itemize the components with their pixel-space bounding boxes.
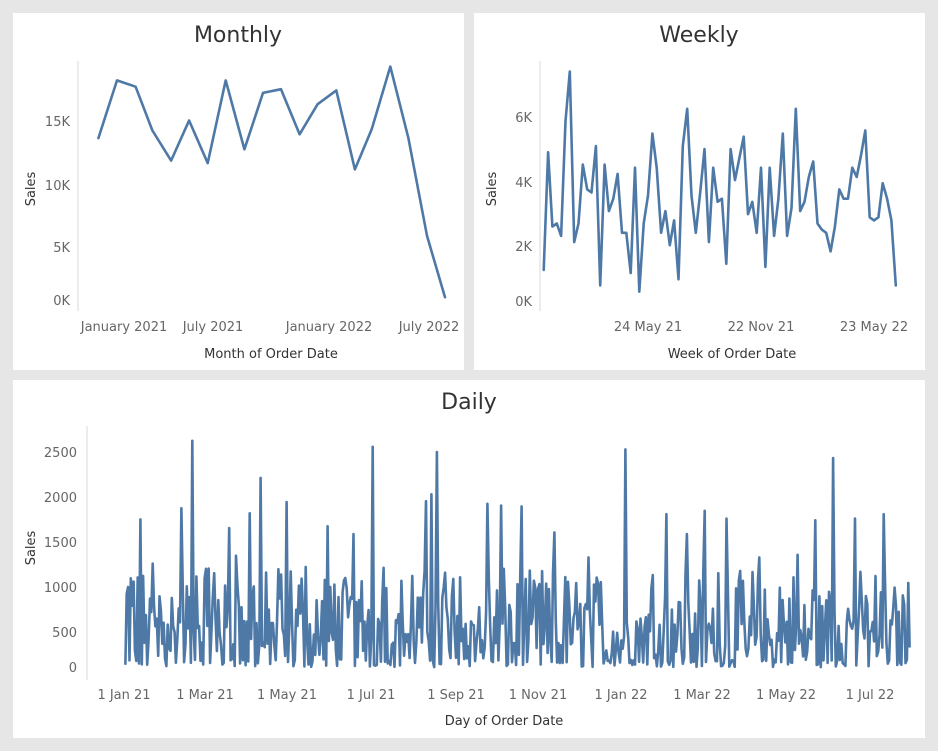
x-tick-label: 1 Nov 21: [509, 688, 567, 703]
y-tick-label: 500: [52, 626, 77, 641]
y-tick-label: 4K: [515, 176, 532, 191]
x-tick-label: 1 Jul 21: [347, 688, 396, 703]
x-tick-label: 22 Nov 21: [728, 320, 795, 335]
x-tick-label: 1 Jan 22: [594, 688, 647, 703]
y-tick-label: 15K: [45, 115, 71, 130]
y-axis-label: Sales: [24, 530, 39, 565]
y-tick-label: 10K: [45, 179, 71, 194]
weekly-sales-line: [542, 70, 898, 294]
x-tick-label: July 2021: [182, 320, 244, 335]
weekly-chart-panel: Weekly Sales Week of Order Date 0K 2K 4K…: [474, 13, 925, 370]
y-tick-label: 2000: [44, 491, 77, 506]
x-tick-label: 1 Sep 21: [427, 688, 485, 703]
x-tick-label: 1 Mar 22: [673, 688, 731, 703]
x-tick-label: 23 May 22: [840, 320, 908, 335]
daily-sales-line: [124, 439, 911, 669]
y-tick-label: 0K: [53, 294, 70, 309]
monthly-chart-panel: Monthly Sales Month of Order Date 0K 5K …: [13, 13, 464, 370]
x-tick-label: 1 May 21: [257, 688, 317, 703]
y-tick-label: 2500: [44, 446, 77, 461]
y-axis-label: Sales: [24, 171, 39, 206]
chart-title: Daily: [441, 390, 497, 415]
monthly-sales-line: [97, 65, 447, 299]
y-axis-label: Sales: [485, 171, 500, 206]
y-tick-label: 5K: [53, 241, 70, 256]
y-tick-label: 2K: [515, 240, 532, 255]
y-tick-label: 6K: [515, 111, 532, 126]
monthly-chart: Monthly Sales Month of Order Date 0K 5K …: [24, 23, 460, 362]
y-tick-label: 0: [69, 661, 77, 676]
y-tick-label: 1500: [44, 536, 77, 551]
x-tick-label: January 2021: [80, 320, 168, 335]
daily-chart-panel: Daily Sales Day of Order Date 0 500 1000…: [13, 380, 925, 738]
x-tick-label: 24 May 21: [614, 320, 682, 335]
y-tick-label: 0K: [515, 295, 532, 310]
daily-chart: Daily Sales Day of Order Date 0 500 1000…: [24, 390, 911, 729]
weekly-chart: Weekly Sales Week of Order Date 0K 2K 4K…: [485, 23, 908, 362]
x-axis-label: Week of Order Date: [668, 347, 797, 362]
chart-title: Monthly: [194, 23, 282, 48]
y-tick-label: 1000: [44, 581, 77, 596]
x-axis-label: Day of Order Date: [445, 714, 564, 729]
x-axis-label: Month of Order Date: [204, 347, 338, 362]
x-tick-label: 1 Mar 21: [176, 688, 234, 703]
x-tick-label: 1 Jul 22: [846, 688, 895, 703]
x-tick-label: July 2022: [398, 320, 460, 335]
x-tick-label: 1 May 22: [756, 688, 816, 703]
x-tick-label: January 2022: [285, 320, 373, 335]
x-tick-label: 1 Jan 21: [97, 688, 150, 703]
chart-title: Weekly: [659, 23, 738, 48]
